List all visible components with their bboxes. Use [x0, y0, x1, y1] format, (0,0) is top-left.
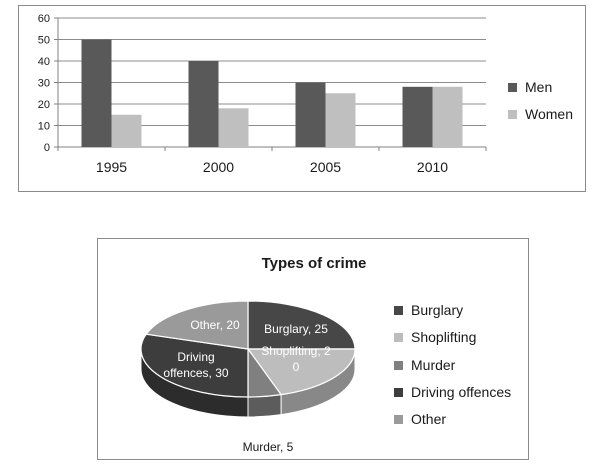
legend-item-murder: Murder — [394, 357, 455, 373]
pie-side-murder — [247, 394, 282, 418]
slice-label-burglary: Burglary, 25 — [264, 322, 328, 336]
y-tick-label: 30 — [38, 78, 50, 90]
slice-label-shoplifting-line2: 0 — [292, 360, 300, 374]
y-tick-label: 10 — [38, 121, 50, 133]
y-tick-label: 20 — [38, 99, 50, 111]
legend-swatch-women — [508, 109, 517, 119]
legend-swatch-men — [508, 82, 517, 92]
legend-swatch-other — [394, 414, 403, 424]
legend-label-driving: Driving offences — [411, 384, 512, 400]
slice-label-shoplifting: Shoplifting, 2 0 — [246, 343, 346, 375]
bar-chart: 0 10 20 30 40 50 60 1995 2000 2005 2010 — [38, 13, 487, 175]
bar-chart-frame — [18, 5, 586, 192]
pie-slice-driving-offences — [140, 333, 249, 398]
legend-label-murder: Murder — [411, 357, 456, 373]
legend-swatch-shoplifting — [394, 332, 403, 342]
legend-swatch-burglary — [394, 305, 403, 315]
pie-slice-burglary — [247, 300, 356, 350]
legend-label-men: Men — [525, 79, 553, 95]
legend-label-shoplifting: Shoplifting — [411, 329, 477, 345]
y-tick-label: 60 — [38, 13, 50, 25]
slice-label-driving: Driving offences, 30 — [156, 349, 236, 381]
slice-label-murder: Murder, 5 — [242, 440, 294, 454]
y-tick-label: 40 — [38, 56, 50, 68]
bar-women-1995 — [111, 114, 142, 147]
bar-women-2000 — [218, 108, 249, 147]
bar-chart-panel: 0 10 20 30 40 50 60 1995 2000 2005 2010 Men Women — [18, 5, 586, 192]
slice-label-other: Other, 20 — [190, 318, 240, 332]
legend-item-other: Other — [394, 411, 446, 427]
x-tick-label: 2010 — [417, 159, 448, 175]
pie-chart — [140, 300, 356, 418]
bar-men-2005 — [295, 82, 326, 147]
bar-women-2010 — [432, 86, 463, 147]
x-tick-label: 2000 — [203, 159, 234, 175]
legend-label-women: Women — [525, 106, 573, 122]
pie-chart-panel: Types of crime Burglary, 25 Shoplifting,… — [97, 238, 529, 460]
pie-slice-shoplifting — [246, 348, 356, 396]
bar-men-2010 — [402, 86, 433, 147]
legend-label-burglary: Burglary — [411, 302, 464, 318]
legend-item-shoplifting: Shoplifting — [394, 329, 476, 345]
bar-men-2000 — [188, 61, 219, 147]
legend-item-men: Men — [508, 79, 552, 95]
legend-item-women: Women — [508, 106, 573, 122]
bar-men-1995 — [81, 39, 112, 147]
slice-label-driving-line1: Driving — [177, 350, 215, 364]
legend-item-driving: Driving offences — [394, 384, 511, 400]
pie-title: Types of crime — [261, 255, 367, 272]
y-tick-label: 0 — [44, 142, 50, 154]
x-tick-label: 1995 — [96, 159, 127, 175]
x-tick-label: 2005 — [310, 159, 341, 175]
y-tick-label: 50 — [38, 35, 50, 47]
pie-slice-other — [145, 300, 249, 350]
legend-label-other: Other — [411, 411, 447, 427]
bar-women-2005 — [325, 93, 356, 147]
legend-swatch-driving — [394, 387, 403, 397]
legend-item-burglary: Burglary — [394, 302, 463, 318]
legend-swatch-murder — [394, 360, 403, 370]
slice-label-driving-line2: offences, 30 — [163, 366, 229, 380]
slice-label-shoplifting-line1: Shoplifting, 2 — [261, 344, 331, 358]
